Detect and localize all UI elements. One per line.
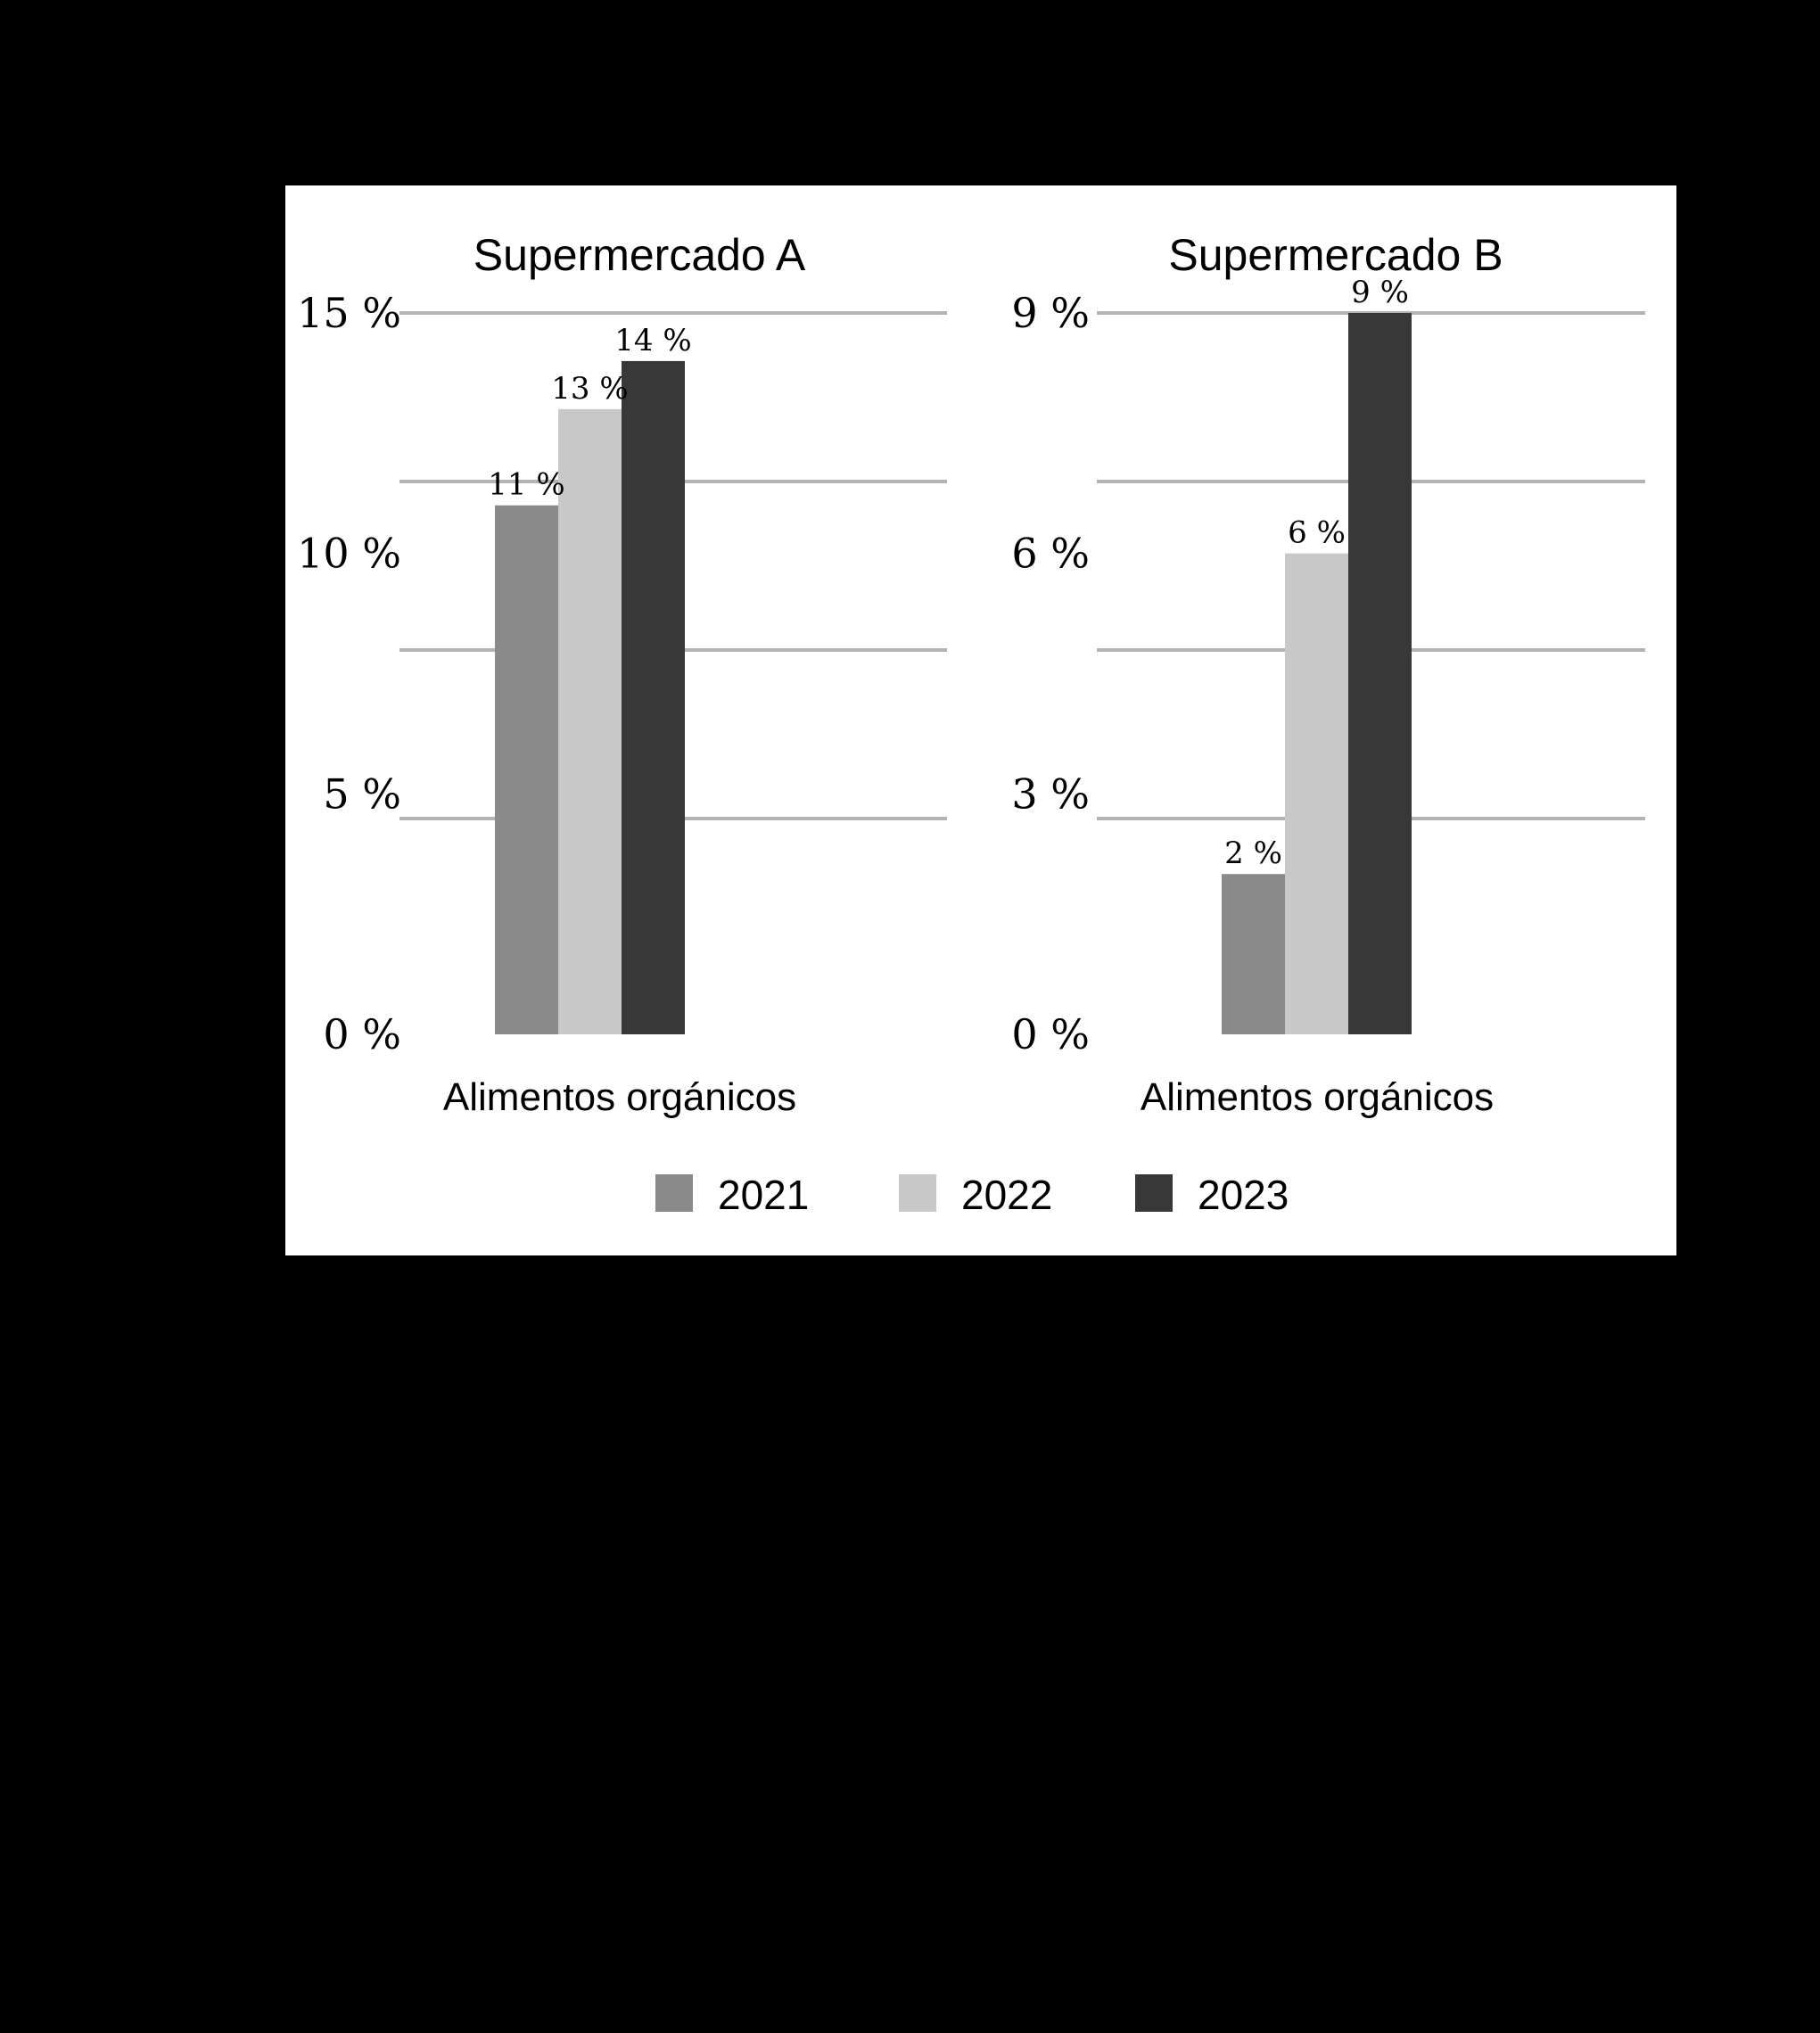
chart-a-bar-2022 xyxy=(558,408,622,1034)
legend-swatch-2023 xyxy=(1135,1174,1173,1212)
chart-b-bars xyxy=(1222,313,1412,1034)
legend-swatch-2021 xyxy=(655,1174,693,1212)
chart-a-data-label-2023: 14 % xyxy=(614,323,691,358)
chart-b-category-label: Alimentos orgánicos xyxy=(1141,1075,1494,1119)
chart-b-y-tick-2: 6 % xyxy=(1011,530,1090,578)
legend-label-2022: 2022 xyxy=(961,1172,1052,1218)
chart-b-title: Supermercado B xyxy=(1168,230,1503,280)
legend-label-2023: 2023 xyxy=(1198,1172,1289,1218)
chart-a-y-ticks: 0 % 5 % 10 % 15 % xyxy=(297,289,401,1058)
chart-a-bar-2021 xyxy=(495,505,558,1034)
chart-a-data-labels: 11 % 13 % 14 % xyxy=(488,323,691,503)
chart-b-bar-2023 xyxy=(1348,313,1412,1034)
chart-a-y-tick-1: 5 % xyxy=(323,770,401,818)
chart-b-y-tick-1: 3 % xyxy=(1011,770,1090,818)
chart-a-y-tick-3: 15 % xyxy=(297,289,401,337)
chart-a-bars xyxy=(495,360,685,1034)
legend-label-2021: 2021 xyxy=(718,1172,809,1218)
chart-supermercado-b: Supermercado B 0 % 3 % 6 % 9 % 2 % 6 % 9 % Al… xyxy=(1011,230,1645,1119)
chart-a-bar-2023 xyxy=(622,360,685,1034)
chart-b-y-ticks: 0 % 3 % 6 % 9 % xyxy=(1011,289,1090,1058)
legend: 2021 2022 2023 xyxy=(655,1172,1289,1218)
chart-b-y-tick-3: 9 % xyxy=(1011,289,1090,337)
chart-a-y-tick-2: 10 % xyxy=(297,530,401,578)
chart-b-y-tick-0: 0 % xyxy=(1011,1010,1090,1058)
chart-a-title: Supermercado A xyxy=(474,230,806,280)
legend-swatch-2022 xyxy=(899,1174,936,1212)
chart-a-data-label-2022: 13 % xyxy=(551,371,628,407)
chart-a-category-label: Alimentos orgánicos xyxy=(443,1075,796,1119)
chart-a-y-tick-0: 0 % xyxy=(323,1010,401,1058)
chart-a-data-label-2021: 11 % xyxy=(488,467,564,503)
chart-b-data-label-2022: 6 % xyxy=(1288,515,1346,551)
chart-b-bar-2021 xyxy=(1222,874,1285,1034)
chart-b-data-labels: 2 % 6 % 9 % xyxy=(1224,275,1409,871)
chart-supermercado-a: Supermercado A 0 % 5 % 10 % 15 % 11 % 13 % 14… xyxy=(297,230,947,1119)
chart-b-bar-2022 xyxy=(1285,553,1348,1034)
chart-b-data-label-2023: 9 % xyxy=(1351,275,1409,310)
chart-b-data-label-2021: 2 % xyxy=(1224,835,1282,871)
